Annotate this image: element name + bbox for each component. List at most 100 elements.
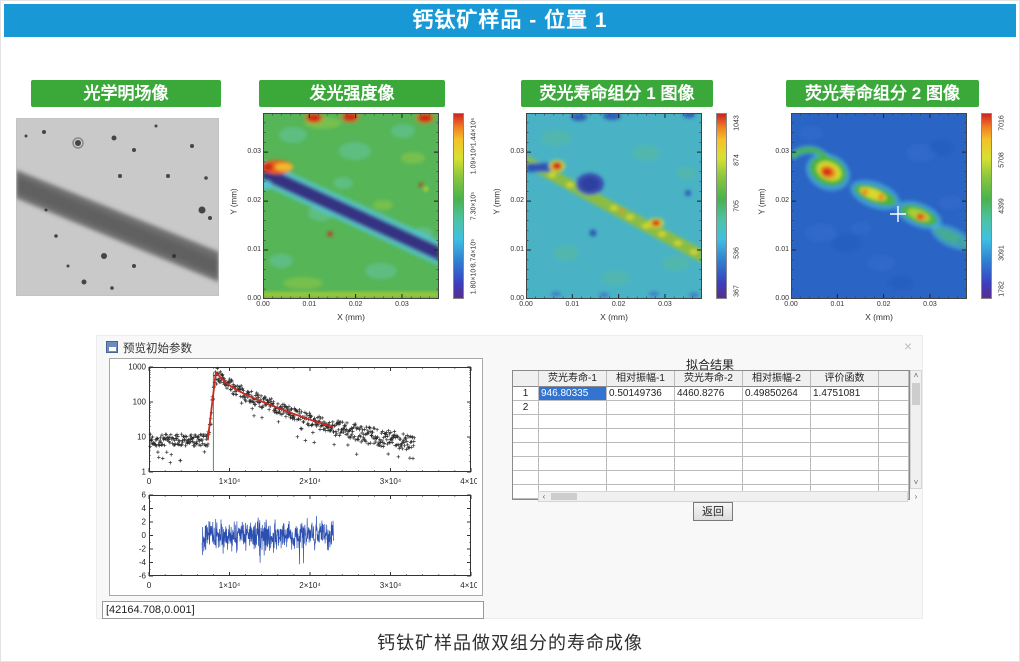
table-cell[interactable]: [607, 401, 675, 415]
colorbar-tick-label: 536: [733, 246, 741, 259]
colorbar-tick-label: 1.44×10⁶: [470, 117, 478, 146]
x-tick-label: 0.00: [256, 301, 270, 308]
y-tick-label: 0.01: [247, 246, 261, 254]
scroll-up-icon[interactable]: ˄: [913, 371, 919, 380]
column-header[interactable]: 相对振幅-2: [743, 371, 811, 387]
scroll-down-icon[interactable]: ˅: [913, 478, 919, 487]
intensity-plot: [263, 113, 439, 299]
table-cell[interactable]: 946.80335: [539, 387, 607, 401]
bright-field-svg: [15, 117, 220, 297]
table-cell[interactable]: [675, 429, 743, 443]
column-header[interactable]: 相对振幅-1: [607, 371, 675, 387]
table-cell[interactable]: [811, 457, 879, 471]
table-cell[interactable]: [539, 457, 607, 471]
table-cell[interactable]: [675, 471, 743, 485]
x-tick-label: 0.03: [395, 301, 409, 308]
table-cell[interactable]: [607, 457, 675, 471]
bright-field-image: [15, 117, 220, 297]
table-cell-filler: [879, 401, 909, 415]
table-cell[interactable]: [743, 429, 811, 443]
colorbar-tick-label: 705: [733, 200, 741, 212]
table-cell[interactable]: [539, 429, 607, 443]
caption: 钙钛矿样品做双组分的寿命成像: [377, 633, 643, 653]
column-header[interactable]: 评价函数: [811, 371, 879, 387]
table-cell[interactable]: [811, 429, 879, 443]
return-button[interactable]: 返回: [693, 502, 733, 521]
table-cell[interactable]: [675, 415, 743, 429]
table-cell-filler: [879, 429, 909, 443]
h-scrollbar[interactable]: ‹: [538, 491, 908, 502]
panel-label-lifetime1: 荧光寿命组分 1 图像: [521, 80, 713, 107]
table-cell-filler: [879, 443, 909, 457]
v-scroll-thumb[interactable]: [912, 383, 920, 405]
table-cell[interactable]: [743, 401, 811, 415]
row-index[interactable]: 1: [513, 387, 539, 401]
svg-text:4: 4: [142, 504, 147, 513]
colorbar-tick-label: 7016: [998, 115, 1006, 132]
row-index[interactable]: [513, 443, 539, 457]
row-index[interactable]: [513, 429, 539, 443]
table-cell[interactable]: [743, 443, 811, 457]
svg-text:1000: 1000: [128, 363, 146, 372]
scroll-right-icon[interactable]: ›: [914, 492, 918, 501]
svg-text:2×10⁴: 2×10⁴: [299, 581, 321, 590]
y-tick-label: 0.01: [510, 246, 524, 254]
page-title: 钙钛矿样品 - 位置 1: [4, 4, 1016, 37]
table-cell[interactable]: [675, 401, 743, 415]
table-cell[interactable]: [539, 415, 607, 429]
colorbar-tick-label: 1.80×10⁴: [470, 265, 478, 295]
table-cell[interactable]: [811, 401, 879, 415]
preview-dialog: 预览初始参数 × 01×10⁴2×10⁴3×10⁴4×10⁴1101001000…: [96, 335, 923, 619]
svg-text:0: 0: [147, 477, 152, 486]
colorbar: [716, 113, 727, 299]
table-cell[interactable]: 1.4751081: [811, 387, 879, 401]
y-tick-label: 0.02: [775, 197, 789, 205]
row-index[interactable]: [513, 471, 539, 485]
lifetime1-map: Y (mm) 0.00 0.01 0.02 0.03 0.00 0.01 0.02 0.03 X …: [490, 111, 752, 327]
svg-text:1×10⁴: 1×10⁴: [219, 581, 241, 590]
row-index[interactable]: [513, 485, 539, 499]
table-cell[interactable]: [539, 401, 607, 415]
v-scrollbar[interactable]: ˄ ˅: [910, 370, 922, 489]
svg-text:4×10⁴: 4×10⁴: [460, 477, 477, 486]
table-cell[interactable]: [607, 471, 675, 485]
colorbar-tick-label: 874: [733, 153, 741, 166]
row-index[interactable]: [513, 457, 539, 471]
panel-label-intensity: 发光强度像: [259, 80, 445, 107]
table-cell[interactable]: [607, 443, 675, 457]
table-cell[interactable]: [539, 471, 607, 485]
svg-text:2: 2: [142, 518, 147, 527]
colorbar-tick-label: 1043: [733, 115, 741, 132]
table-cell[interactable]: [811, 443, 879, 457]
table-cell[interactable]: [539, 443, 607, 457]
table-cell[interactable]: 4460.8276: [675, 387, 743, 401]
table-cell[interactable]: [675, 443, 743, 457]
comp2-plot: [791, 113, 967, 299]
x-tick-label: 0.00: [519, 301, 533, 308]
table-cell[interactable]: 0.49850264: [743, 387, 811, 401]
status-input[interactable]: [102, 601, 484, 619]
row-index[interactable]: 2: [513, 401, 539, 415]
table-cell[interactable]: 0.50149736: [607, 387, 675, 401]
h-scroll-thumb[interactable]: [551, 493, 577, 500]
x-tick-label: 0.01: [830, 301, 845, 308]
svg-text:0: 0: [142, 531, 147, 540]
table-cell[interactable]: [607, 429, 675, 443]
colorbar: [981, 113, 992, 299]
y-tick-label: 0.02: [510, 197, 524, 205]
table-cell[interactable]: [675, 457, 743, 471]
column-header[interactable]: 荧光寿命-2: [675, 371, 743, 387]
table-cell[interactable]: [607, 415, 675, 429]
table-cell[interactable]: [743, 457, 811, 471]
table-cell[interactable]: [743, 471, 811, 485]
table-cell[interactable]: [743, 415, 811, 429]
scroll-left-icon[interactable]: ‹: [542, 492, 546, 501]
table-cell[interactable]: [811, 415, 879, 429]
close-icon[interactable]: ×: [903, 338, 912, 354]
table-cell[interactable]: [811, 471, 879, 485]
row-index[interactable]: [513, 415, 539, 429]
y-tick-label: 0.03: [510, 148, 524, 156]
column-header[interactable]: 荧光寿命-1: [539, 371, 607, 387]
svg-text:1×10⁴: 1×10⁴: [219, 477, 241, 486]
y-tick-label: 0.02: [247, 197, 261, 205]
